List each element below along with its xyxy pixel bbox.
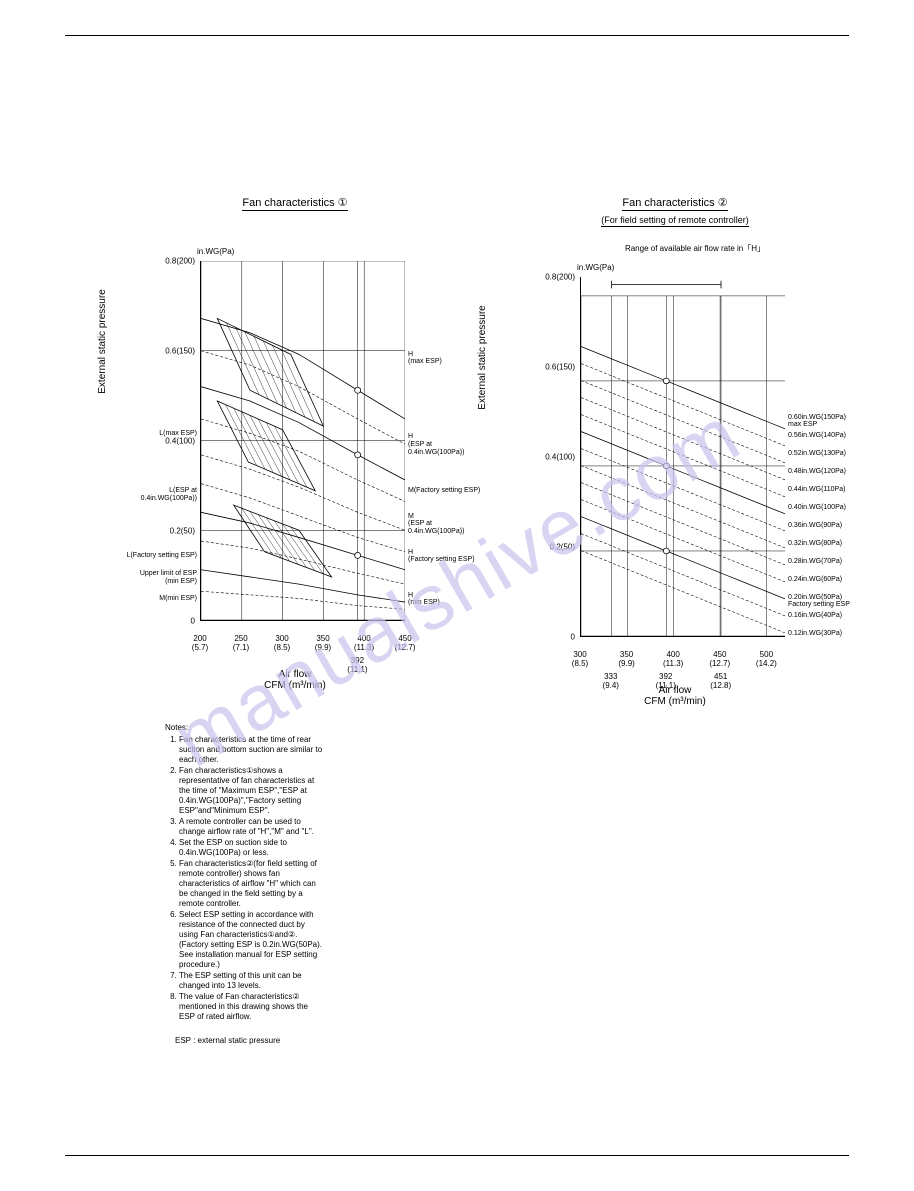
- chart2-x-annotation: 451(12.8): [710, 673, 731, 691]
- chart1-title: Fan characteristics ①: [242, 196, 347, 211]
- notes-item: Fan characteristics②(for field setting o…: [179, 859, 325, 909]
- chart1-x-label2: CFM (m³/min): [264, 680, 326, 691]
- notes-item: Select ESP setting in accordance with re…: [179, 910, 325, 970]
- notes-item: Fan characteristics①shows a representati…: [179, 766, 325, 816]
- chart1-xtick: 300(8.5): [274, 635, 290, 653]
- page-frame: manualshive.com Fan characteristics ① Ex…: [65, 35, 849, 1156]
- chart2-curve-label: 0.60in.WG(150Pa)max ESP: [788, 414, 846, 429]
- chart1-ytick: 0.2(50): [155, 527, 195, 536]
- chart2-curve-label: 0.56in.WG(140Pa): [788, 432, 846, 440]
- chart2-curve-label: 0.28in.WG(70Pa): [788, 558, 842, 566]
- chart2-x-annotation: 333(9.4): [603, 673, 619, 691]
- chart1-label-right: M(ESP at0.4in.WG(100Pa)): [408, 513, 464, 536]
- chart2-ytick: 0.4(100): [535, 453, 575, 462]
- chart2-xtick: 400(11.3): [663, 651, 683, 669]
- chart1-ytick: 0: [155, 617, 195, 626]
- chart1-label-left: Upper limit of ESP(min ESP): [140, 570, 197, 585]
- chart1-area: External static pressure in.WG(Pa) 00.2(…: [125, 231, 465, 661]
- chart2-subtitle: (For field setting of remote controller): [601, 215, 749, 227]
- chart1-x-labels: Air flow CFM (m³/min): [125, 669, 465, 691]
- chart1-label-left: L(ESP at0.4in.WG(100Pa)): [141, 487, 197, 502]
- chart2-range-label: Range of available air flow rate in「H」: [595, 243, 795, 254]
- notes-block: Notes: Fan characteristics at the time o…: [65, 723, 325, 1022]
- chart1-xtick: 250(7.1): [233, 635, 249, 653]
- notes-item: The ESP setting of this unit can be chan…: [179, 971, 325, 991]
- chart1-label-left: L(max ESP): [159, 430, 197, 438]
- notes-item: The value of Fan characteristics② mentio…: [179, 992, 325, 1022]
- chart2-title-wrap: Fan characteristics ②: [505, 196, 845, 211]
- chart1-plot: [200, 261, 405, 621]
- notes-item: A remote controller can be used to chang…: [179, 817, 325, 837]
- chart2-curve-label: 0.32in.WG(80Pa): [788, 540, 842, 548]
- chart2-curve-label: 0.40in.WG(100Pa): [788, 504, 846, 512]
- chart2-curve-label: 0.48in.WG(120Pa): [788, 468, 846, 476]
- notes-head: Notes:: [165, 723, 325, 733]
- chart1-label-right: H(ESP at0.4in.WG(100Pa)): [408, 433, 464, 456]
- chart2-curve-label: 0.36in.WG(90Pa): [788, 522, 842, 530]
- chart2-curve-label: 0.12in.WG(30Pa): [788, 630, 842, 638]
- chart1-label-right: H(Factory setting ESP): [408, 549, 475, 564]
- chart2-ytick: 0.2(50): [535, 543, 575, 552]
- notes-list: Fan characteristics at the time of rear …: [165, 735, 325, 1022]
- chart1-block: Fan characteristics ① External static pr…: [125, 196, 465, 707]
- chart2-y-unit: in.WG(Pa): [577, 263, 614, 272]
- chart1-label-right: H(max ESP): [408, 351, 442, 366]
- chart2-area: External static pressure in.WG(Pa) Range…: [505, 247, 845, 677]
- chart1-svg: [201, 261, 405, 620]
- chart2-ytick: 0: [535, 633, 575, 642]
- chart2-xtick: 350(9.9): [618, 651, 634, 669]
- notes-item: Fan characteristics at the time of rear …: [179, 735, 325, 765]
- chart2-curve-label: 0.44in.WG(110Pa): [788, 486, 845, 494]
- chart2-curve-label: 0.20in.WG(50Pa)Factory setting ESP: [788, 594, 850, 609]
- chart1-label-right: H(min ESP): [408, 592, 440, 607]
- chart2-x-annotation: 392(11.1): [656, 673, 676, 691]
- chart1-xtick: 350(9.9): [315, 635, 331, 653]
- chart1-label-left: M(min ESP): [159, 595, 197, 603]
- chart1-ytick: 0.8(200): [155, 257, 195, 266]
- esp-definition: ESP : external static pressure: [65, 1036, 849, 1045]
- chart2-curve-label: 0.16in.WG(40Pa): [788, 612, 842, 620]
- chart1-x-annotation: 392(11.1): [347, 657, 367, 675]
- chart1-label-left: L(Factory setting ESP): [127, 552, 197, 560]
- chart1-ytick: 0.6(150): [155, 347, 195, 356]
- chart2-x-label2: CFM (m³/min): [644, 696, 706, 707]
- chart2-curve-label: 0.52in.WG(130Pa): [788, 450, 846, 458]
- chart2-plot: [580, 277, 785, 637]
- chart1-title-wrap: Fan characteristics ①: [125, 196, 465, 211]
- chart1-y-unit: in.WG(Pa): [197, 247, 234, 256]
- chart1-ytick: 0.4(100): [155, 437, 195, 446]
- chart1-label-right: M(Factory setting ESP): [408, 487, 480, 495]
- chart2-curve-label: 0.24in.WG(60Pa): [788, 576, 842, 584]
- chart2-xtick: 500(14.2): [756, 651, 777, 669]
- chart2-ytick: 0.8(200): [535, 273, 575, 282]
- chart2-xtick: 450(12.7): [709, 651, 730, 669]
- chart1-y-label: External static pressure: [97, 289, 108, 394]
- notes-item: Set the ESP on suction side to 0.4in.WG(…: [179, 838, 325, 858]
- chart1-xtick: 450(12.7): [395, 635, 416, 653]
- chart2-y-label: External static pressure: [477, 305, 488, 410]
- charts-row: Fan characteristics ① External static pr…: [65, 196, 849, 707]
- chart1-x-label1: Air flow: [279, 669, 312, 680]
- chart2-svg: [581, 277, 785, 636]
- chart2-subtitle-wrap: (For field setting of remote controller): [505, 215, 845, 227]
- chart1-xtick: 400(11.3): [354, 635, 374, 653]
- chart2-block: Fan characteristics ② (For field setting…: [505, 196, 845, 707]
- chart2-title: Fan characteristics ②: [622, 196, 727, 211]
- chart2-xtick: 300(8.5): [572, 651, 588, 669]
- chart1-xtick: 200(5.7): [192, 635, 208, 653]
- chart2-ytick: 0.6(150): [535, 363, 575, 372]
